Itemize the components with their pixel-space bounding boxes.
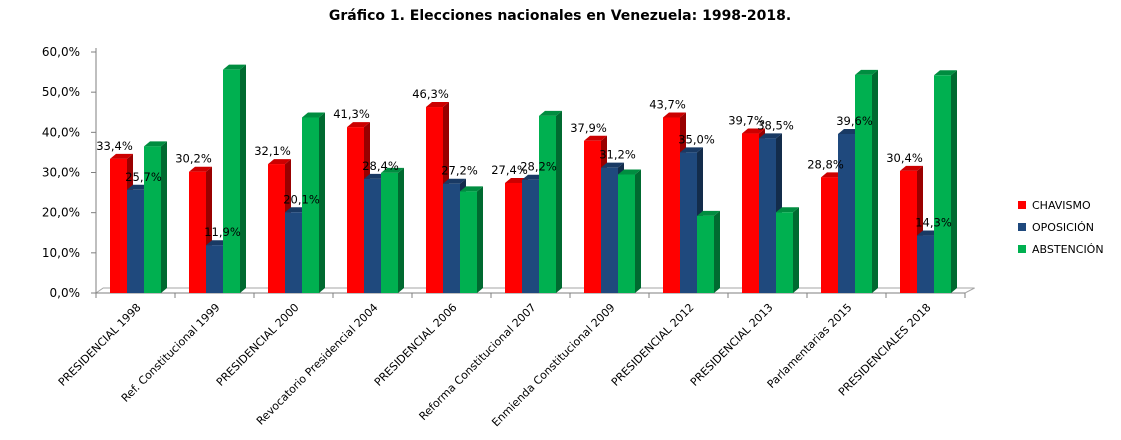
bar-abstención-11 [934, 70, 957, 294]
legend-swatch [1018, 223, 1026, 231]
data-label-chavismo: 46,3% [412, 87, 449, 101]
x-tick-label: PRESIDENCIAL 2006 [372, 301, 460, 389]
data-labels: 33,4% 25,7% 30,2% 11,9% 32,1% 20,1% 41,3% 28,4%… [96, 87, 952, 239]
chart-title: Gráfico 1. Elecciones nacionales en Vene… [329, 8, 791, 24]
bar-abstención-8 [697, 210, 720, 293]
data-label-chavismo: 32,1% [254, 144, 291, 158]
legend-item: ABSTENCIÓN [1018, 243, 1104, 256]
data-label-oposición: 31,2% [599, 148, 636, 162]
data-label-chavismo: 33,4% [96, 139, 133, 153]
legend-label: ABSTENCIÓN [1032, 243, 1104, 256]
data-label-oposición: 35,0% [678, 132, 715, 146]
data-label-chavismo: 28,8% [807, 157, 844, 171]
data-label-chavismo: 37,9% [570, 121, 607, 135]
data-label-oposición: 38,5% [757, 118, 794, 132]
legend-item: OPOSICIÓN [1018, 221, 1094, 234]
x-tick-label: Parlamentarias 2015 [765, 301, 855, 391]
y-tick-label: 10,0% [42, 246, 80, 260]
data-label-oposición: 20,1% [283, 192, 320, 206]
bar-abstención-7 [618, 169, 641, 293]
chart-axes: 0,0% 10,0% 20,0% 30,0% 40,0% 50,0% 60,0% [42, 45, 975, 300]
chart-bars [110, 64, 957, 294]
data-label-chavismo: 39,7% [728, 114, 765, 128]
data-label-chavismo: 30,4% [886, 151, 923, 165]
data-label-oposición: 28,4% [362, 159, 399, 173]
y-tick-label: 60,0% [42, 45, 80, 59]
y-tick-label: 40,0% [42, 125, 80, 139]
legend: CHAVISMO OPOSICIÓN ABSTENCIÓN [1018, 199, 1104, 256]
y-tick-label: 0,0% [50, 286, 81, 300]
x-tick-label: Enmienda Constitucional 2009 [489, 301, 617, 429]
bar-abstención-1 [144, 141, 167, 293]
bar-abstención-6 [539, 110, 562, 294]
data-label-chavismo: 30,2% [175, 152, 212, 166]
y-tick-label: 50,0% [42, 85, 80, 99]
bar-abstención-2 [223, 64, 246, 293]
data-label-oposición: 14,3% [915, 216, 952, 230]
bar-abstención-3 [302, 112, 325, 293]
x-tick-label: PRESIDENCIAL 2000 [214, 301, 302, 389]
data-label-chavismo: 41,3% [333, 107, 370, 121]
x-tick-label: PRESIDENCIALES 2018 [836, 301, 934, 399]
data-label-oposición: 28,2% [520, 160, 557, 174]
bar-abstención-4 [381, 167, 404, 293]
data-label-oposición: 25,7% [125, 170, 162, 184]
x-tick-label: PRESIDENCIAL 2012 [609, 301, 697, 389]
bar-abstención-10 [855, 69, 878, 294]
x-tick-label: PRESIDENCIAL 2013 [688, 301, 776, 389]
data-label-chavismo: 43,7% [649, 97, 686, 111]
y-tick-label: 20,0% [42, 206, 80, 220]
data-label-chavismo: 27,4% [491, 163, 528, 177]
legend-label: OPOSICIÓN [1032, 221, 1094, 234]
legend-label: CHAVISMO [1032, 199, 1091, 212]
y-tick-label: 30,0% [42, 166, 80, 180]
data-label-oposición: 27,2% [441, 164, 478, 178]
data-label-oposición: 11,9% [204, 225, 241, 239]
bar-abstención-5 [460, 186, 483, 293]
legend-swatch [1018, 201, 1026, 209]
x-tick-label: PRESIDENCIAL 1998 [56, 301, 144, 389]
data-label-oposición: 39,6% [836, 114, 873, 128]
legend-item: CHAVISMO [1018, 199, 1091, 212]
legend-swatch [1018, 245, 1026, 253]
bar-abstención-9 [776, 207, 799, 293]
